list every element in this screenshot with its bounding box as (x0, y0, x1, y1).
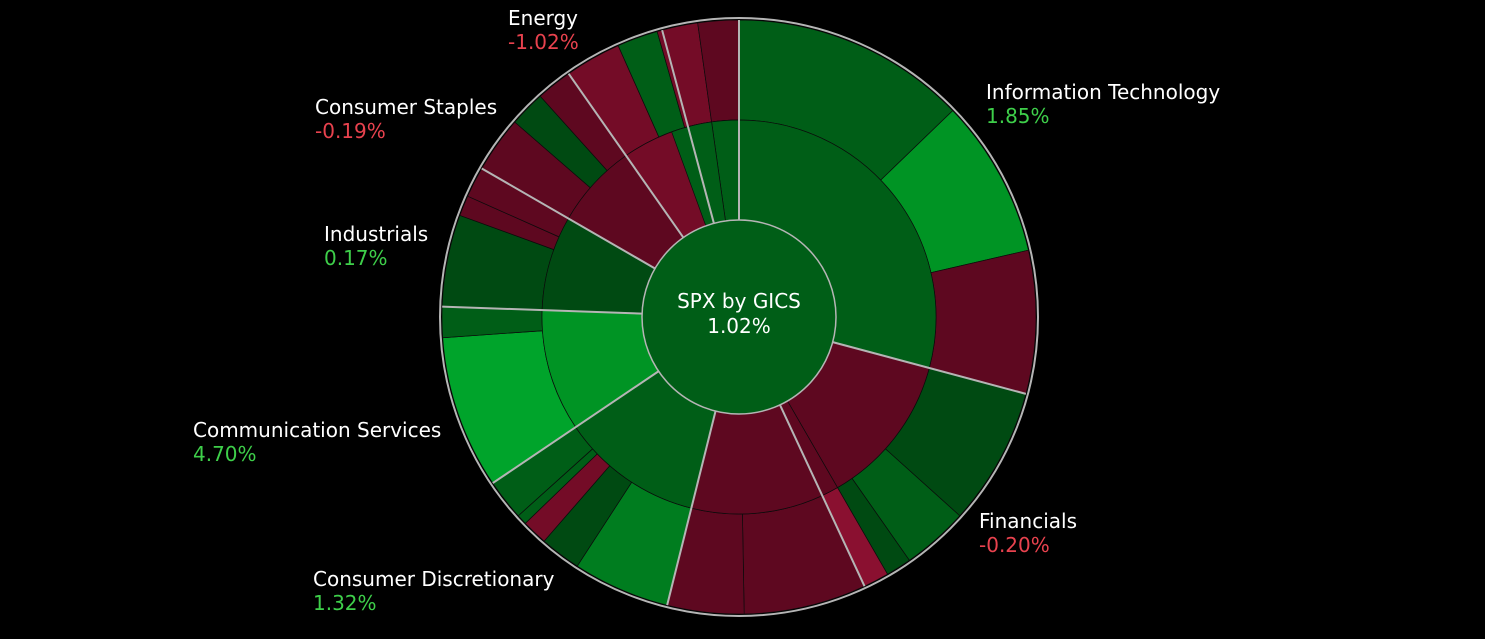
sector-change: -0.19% (315, 119, 386, 143)
sector-label-communication-services[interactable]: Communication Services 4.70% (193, 418, 441, 466)
sector-divider-4 (492, 370, 660, 484)
sector-label-energy[interactable]: Energy -1.02% (508, 6, 579, 54)
sector-divider-1 (832, 341, 1027, 395)
sector-label-consumer-discretionary[interactable]: Consumer Discretionary 1.32% (313, 567, 554, 615)
center-circle (641, 219, 837, 415)
sector-change: 1.85% (986, 104, 1050, 128)
sector-label-consumer-staples[interactable]: Consumer Staples -0.19% (315, 95, 497, 143)
sector-divider-7 (567, 73, 685, 239)
sector-label-financials[interactable]: Financials -0.20% (979, 509, 1077, 557)
sector-divider-3 (666, 410, 717, 606)
sector-divider-6 (481, 167, 656, 270)
sector-change: 4.70% (193, 442, 257, 466)
sector-change: 0.17% (324, 246, 388, 270)
chart-center-label: SPX by GICS 1.02% (639, 289, 839, 339)
sector-change: -1.02% (508, 30, 579, 54)
sector-label-industrials[interactable]: Industrials 0.17% (324, 222, 428, 270)
sector-divider-8 (661, 29, 715, 224)
chart-title: SPX by GICS (677, 289, 801, 313)
sector-change: 1.32% (313, 591, 377, 615)
sector-divider-5 (442, 305, 643, 315)
sector-name: Communication Services (193, 418, 442, 442)
outer-rim (439, 17, 1039, 617)
sector-name: Financials (979, 509, 1077, 533)
sector-name: Consumer Staples (315, 95, 498, 119)
sector-divider-2 (779, 404, 866, 587)
chart-total-change: 1.02% (707, 314, 771, 338)
sector-name: Industrials (324, 222, 429, 246)
sector-name: Energy (508, 6, 579, 30)
sector-name: Information Technology (986, 80, 1221, 104)
sector-change: -0.20% (979, 533, 1050, 557)
sector-label-information-technology[interactable]: Information Technology 1.85% (986, 80, 1220, 128)
sector-name: Consumer Discretionary (313, 567, 555, 591)
